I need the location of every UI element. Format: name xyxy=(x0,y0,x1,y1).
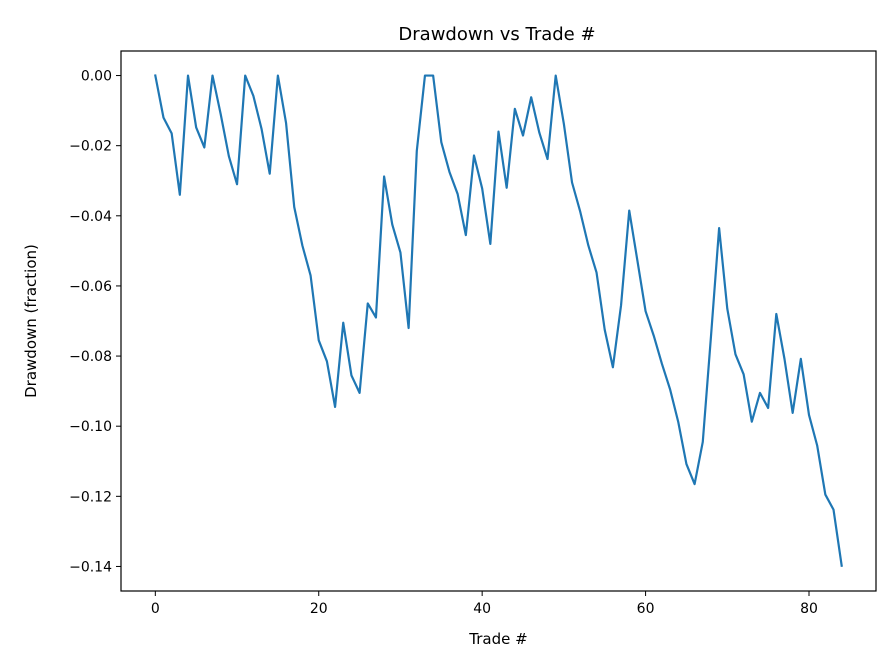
y-tick-label: −0.04 xyxy=(69,209,112,225)
y-tick-label: −0.02 xyxy=(69,139,112,155)
x-tick-label: 0 xyxy=(151,601,160,617)
x-tick-label: 80 xyxy=(800,601,818,617)
x-axis-label: Trade # xyxy=(468,630,527,648)
y-tick-label: −0.08 xyxy=(69,349,112,365)
y-axis: 0.00 −0.02 −0.04 −0.06 −0.08 −0.10 −0.12 −0.14 xyxy=(69,69,121,575)
y-tick-label: −0.12 xyxy=(69,489,112,505)
x-tick-label: 20 xyxy=(310,601,328,617)
y-tick-label: −0.10 xyxy=(69,419,112,435)
y-tick-label: −0.06 xyxy=(69,279,112,295)
drawdown-series-line xyxy=(154,74,843,567)
y-tick-label: 0.00 xyxy=(81,69,112,85)
x-tick-label: 40 xyxy=(473,601,491,617)
y-tick-label: −0.14 xyxy=(69,559,112,575)
plot-area xyxy=(154,74,843,567)
x-axis: 0 20 40 60 80 xyxy=(151,591,818,617)
chart-title: Drawdown vs Trade # xyxy=(398,24,595,45)
y-axis-label: Drawdown (fraction) xyxy=(22,244,40,398)
x-tick-label: 60 xyxy=(637,601,655,617)
axes-frame xyxy=(120,50,877,592)
